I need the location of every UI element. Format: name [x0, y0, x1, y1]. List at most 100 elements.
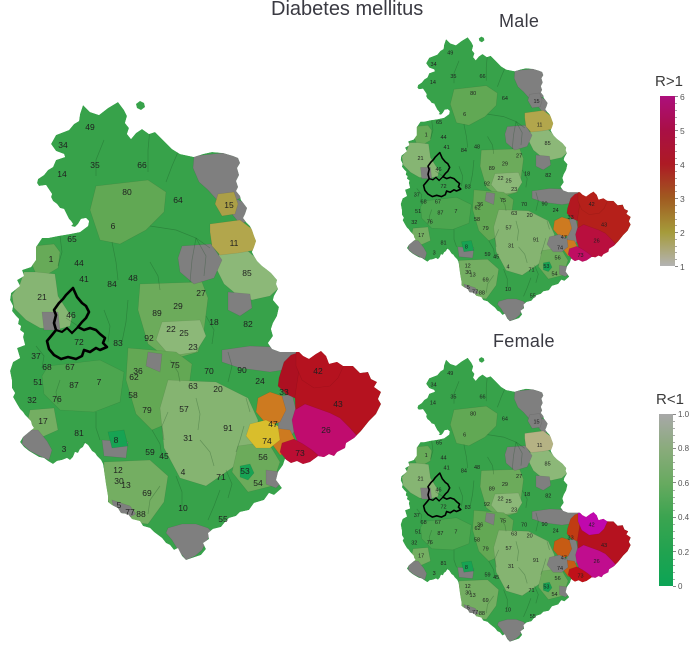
- svg-text:7: 7: [454, 529, 457, 535]
- svg-text:92: 92: [144, 333, 154, 343]
- svg-text:8: 8: [114, 435, 119, 445]
- svg-text:82: 82: [243, 319, 253, 329]
- svg-text:6: 6: [463, 112, 466, 118]
- svg-text:43: 43: [601, 543, 607, 549]
- svg-text:65: 65: [436, 120, 442, 126]
- svg-text:69: 69: [142, 488, 152, 498]
- svg-text:36: 36: [477, 522, 483, 528]
- svg-text:8: 8: [465, 245, 468, 251]
- svg-text:84: 84: [107, 279, 117, 289]
- svg-text:58: 58: [128, 390, 138, 400]
- svg-text:1: 1: [425, 133, 428, 139]
- svg-text:46: 46: [66, 310, 76, 320]
- svg-text:68: 68: [421, 200, 427, 206]
- svg-text:12: 12: [465, 263, 471, 269]
- svg-text:75: 75: [170, 360, 180, 370]
- svg-text:12: 12: [465, 584, 471, 590]
- svg-text:23: 23: [511, 508, 517, 514]
- svg-text:73: 73: [577, 573, 583, 579]
- svg-text:51: 51: [415, 209, 421, 215]
- svg-text:26: 26: [594, 239, 600, 245]
- svg-text:63: 63: [511, 532, 517, 538]
- svg-text:44: 44: [440, 456, 446, 462]
- svg-text:29: 29: [502, 482, 508, 488]
- svg-text:79: 79: [483, 547, 489, 553]
- svg-text:77: 77: [472, 610, 478, 616]
- svg-text:49: 49: [447, 371, 453, 377]
- svg-text:53: 53: [543, 264, 549, 270]
- svg-text:68: 68: [42, 362, 52, 372]
- svg-text:92: 92: [484, 182, 490, 188]
- svg-text:31: 31: [183, 433, 193, 443]
- svg-text:89: 89: [489, 487, 495, 493]
- svg-text:82: 82: [545, 173, 551, 179]
- svg-text:44: 44: [74, 258, 84, 268]
- svg-text:37: 37: [31, 351, 41, 361]
- svg-text:34: 34: [58, 140, 68, 150]
- svg-text:48: 48: [128, 273, 138, 283]
- svg-text:34: 34: [431, 62, 437, 68]
- svg-text:73: 73: [295, 448, 305, 458]
- svg-text:80: 80: [122, 187, 132, 197]
- svg-text:76: 76: [427, 540, 433, 546]
- svg-text:69: 69: [483, 278, 489, 284]
- svg-text:6: 6: [463, 433, 466, 439]
- svg-text:51: 51: [33, 377, 43, 387]
- svg-text:41: 41: [444, 465, 450, 471]
- svg-text:82: 82: [545, 493, 551, 499]
- svg-text:91: 91: [533, 558, 539, 564]
- svg-text:31: 31: [508, 564, 514, 570]
- svg-text:24: 24: [553, 208, 559, 214]
- svg-text:12: 12: [113, 465, 123, 475]
- svg-text:64: 64: [502, 96, 508, 102]
- svg-text:13: 13: [470, 593, 476, 599]
- svg-text:84: 84: [461, 469, 467, 475]
- svg-text:65: 65: [436, 441, 442, 447]
- svg-text:42: 42: [589, 202, 595, 208]
- svg-text:21: 21: [417, 477, 423, 483]
- svg-text:85: 85: [242, 268, 252, 278]
- svg-text:59: 59: [145, 447, 155, 457]
- svg-text:43: 43: [333, 399, 343, 409]
- svg-text:11: 11: [537, 443, 543, 449]
- svg-text:29: 29: [173, 301, 183, 311]
- svg-text:58: 58: [474, 537, 480, 543]
- svg-text:35: 35: [90, 160, 100, 170]
- svg-text:67: 67: [65, 362, 75, 372]
- svg-text:65: 65: [67, 234, 77, 244]
- svg-text:33: 33: [568, 536, 574, 542]
- svg-text:26: 26: [321, 425, 331, 435]
- svg-text:49: 49: [447, 51, 453, 57]
- svg-text:36: 36: [133, 366, 143, 376]
- svg-text:32: 32: [27, 395, 37, 405]
- svg-text:74: 74: [262, 436, 272, 446]
- svg-text:14: 14: [57, 169, 67, 179]
- svg-text:17: 17: [418, 553, 424, 559]
- svg-text:1: 1: [49, 254, 54, 264]
- svg-text:41: 41: [79, 274, 89, 284]
- svg-text:81: 81: [74, 428, 84, 438]
- svg-text:14: 14: [430, 400, 436, 406]
- svg-text:7: 7: [454, 209, 457, 215]
- svg-text:54: 54: [551, 592, 557, 598]
- svg-text:83: 83: [465, 185, 471, 191]
- svg-text:33: 33: [279, 387, 289, 397]
- svg-text:72: 72: [440, 505, 446, 511]
- svg-text:30: 30: [465, 270, 471, 276]
- svg-text:91: 91: [223, 423, 233, 433]
- svg-text:88: 88: [479, 611, 485, 617]
- svg-text:54: 54: [253, 478, 263, 488]
- svg-text:64: 64: [173, 195, 183, 205]
- svg-text:59: 59: [484, 573, 490, 579]
- svg-text:55: 55: [530, 294, 536, 300]
- svg-text:51: 51: [415, 529, 421, 535]
- svg-text:57: 57: [506, 546, 512, 552]
- svg-text:20: 20: [213, 384, 223, 394]
- svg-text:3: 3: [433, 571, 436, 577]
- svg-text:21: 21: [417, 156, 423, 162]
- svg-text:23: 23: [188, 342, 198, 352]
- svg-text:22: 22: [497, 176, 503, 182]
- svg-text:43: 43: [601, 222, 607, 228]
- svg-text:23: 23: [511, 187, 517, 193]
- svg-text:36: 36: [477, 202, 483, 208]
